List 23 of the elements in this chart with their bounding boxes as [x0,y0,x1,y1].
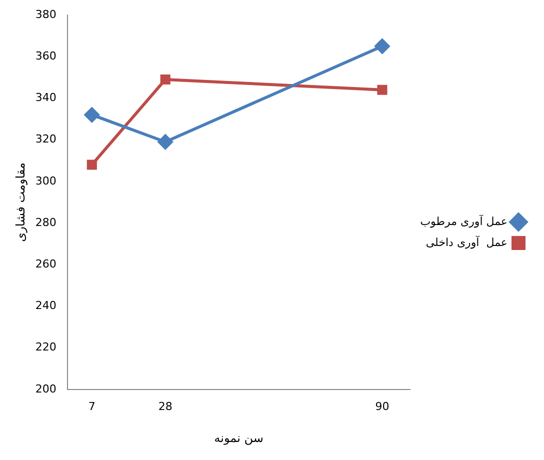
point [86,160,97,170]
y-tick-label: 280 [35,216,56,229]
y-tick-label: 340 [35,91,56,104]
point [160,74,170,85]
x-axis-title: سن نمونه [214,430,264,445]
legend-label: عمل آوری داخلی [426,234,508,249]
y-tick-label: 320 [35,132,56,146]
y-tick-label: 360 [35,49,56,62]
y-axis-title: مقاومت فشاری [13,162,28,242]
point [377,84,388,95]
y-tick-label: 200 [35,382,56,396]
y-tick-label: 260 [35,257,56,270]
y-tick-label: 300 [35,174,56,188]
point [374,38,390,54]
x-tick-label: 7 [88,400,96,413]
x-tick-label: 90 [375,400,390,413]
point [158,134,173,150]
legend-label: عمل آوری مرطوب [420,214,508,228]
x-tick-label: 28 [158,400,172,413]
point [84,107,100,122]
y-tick-label: 220 [35,340,56,354]
y-tick-label: 240 [35,299,56,312]
y-tick-label: 380 [35,8,56,21]
